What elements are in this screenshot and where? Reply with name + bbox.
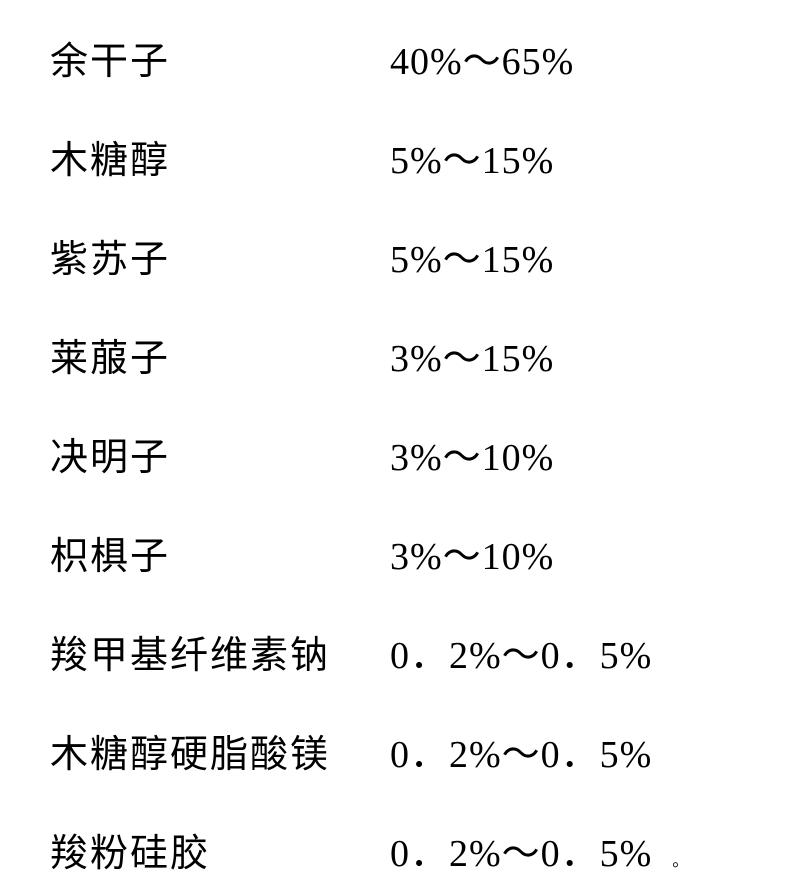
ingredient-value: 3%～10%: [390, 426, 554, 481]
ingredient-label: 木糖醇硬脂酸镁: [50, 723, 390, 778]
ingredient-value: 40%～65%: [390, 30, 574, 85]
table-row: 羧粉硅胶 0．2%～0．5% 。: [50, 822, 738, 877]
ingredient-value: 5%～15%: [390, 129, 554, 184]
ingredient-label: 羧粉硅胶: [50, 822, 390, 877]
ingredient-label: 紫苏子: [50, 228, 390, 283]
ingredient-label: 决明子: [50, 426, 390, 481]
ingredient-value: 3%～15%: [390, 327, 554, 382]
ingredient-label: 莱菔子: [50, 327, 390, 382]
table-row: 木糖醇硬脂酸镁 0．2%～0．5%: [50, 723, 738, 778]
table-row: 莱菔子 3%～15%: [50, 327, 738, 382]
ingredient-label: 枳椇子: [50, 525, 390, 580]
ingredient-value: 5%～15%: [390, 228, 554, 283]
table-row: 决明子 3%～10%: [50, 426, 738, 481]
table-row: 紫苏子 5%～15%: [50, 228, 738, 283]
ingredient-value: 0．2%～0．5%: [390, 822, 652, 877]
ingredients-table: 余干子 40%～65% 木糖醇 5%～15% 紫苏子 5%～15% 莱菔子 3%…: [50, 30, 738, 877]
ingredient-value: 0．2%～0．5%: [390, 624, 652, 679]
table-row: 余干子 40%～65%: [50, 30, 738, 85]
ingredient-label: 羧甲基纤维素钠: [50, 624, 390, 679]
ingredient-value: 3%～10%: [390, 525, 554, 580]
terminal-period: 。: [672, 847, 688, 871]
ingredient-value: 0．2%～0．5%: [390, 723, 652, 778]
table-row: 木糖醇 5%～15%: [50, 129, 738, 184]
table-row: 枳椇子 3%～10%: [50, 525, 738, 580]
ingredient-label: 余干子: [50, 30, 390, 85]
table-row: 羧甲基纤维素钠 0．2%～0．5%: [50, 624, 738, 679]
ingredient-label: 木糖醇: [50, 129, 390, 184]
